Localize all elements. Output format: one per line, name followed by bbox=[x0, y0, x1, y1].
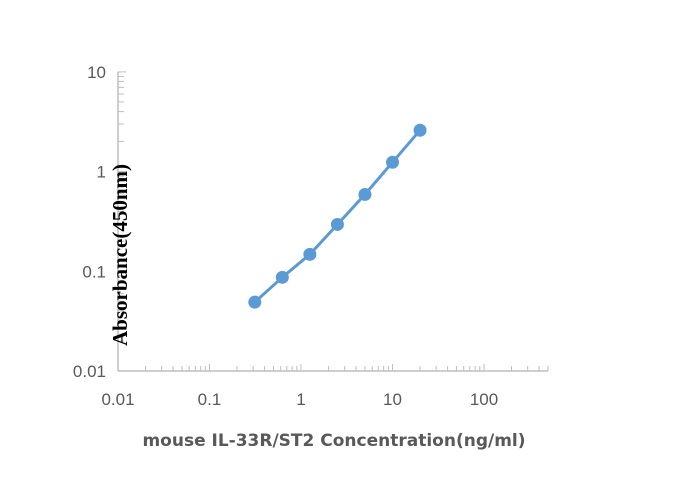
series bbox=[248, 123, 427, 309]
data-point bbox=[303, 247, 317, 261]
data-point bbox=[413, 123, 427, 137]
x-tick-label: 0.01 bbox=[101, 390, 134, 409]
x-tick-label: 100 bbox=[470, 390, 498, 409]
y-tick-label: 0.01 bbox=[73, 362, 106, 381]
x-tick-label: 10 bbox=[383, 390, 402, 409]
x-axis-label: mouse IL-33R/ST2 Concentration(ng/ml) bbox=[142, 431, 525, 451]
data-point bbox=[386, 155, 399, 169]
axes: 0.01 0.1 1 10 100 0.01 0.1 1 10 bbox=[73, 63, 549, 409]
x-tick-label: 1 bbox=[296, 390, 305, 409]
y-axis-label: Absorbance(450nm) bbox=[108, 164, 132, 346]
data-point bbox=[330, 217, 344, 231]
y-tick-label: 1 bbox=[97, 163, 106, 182]
data-point bbox=[248, 295, 262, 309]
x-tick-label: 0.1 bbox=[198, 390, 222, 409]
data-point bbox=[358, 187, 372, 201]
y-tick-label: 0.1 bbox=[82, 262, 106, 281]
y-tick-label: 10 bbox=[87, 63, 106, 82]
data-point bbox=[275, 270, 289, 284]
